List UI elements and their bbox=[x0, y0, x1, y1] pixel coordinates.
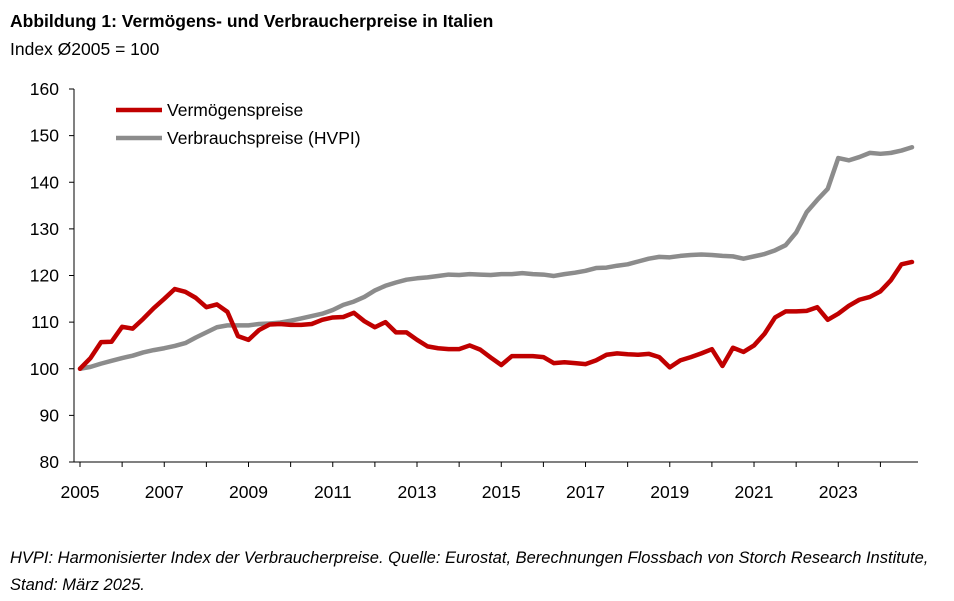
y-tick-label: 80 bbox=[40, 452, 60, 472]
y-tick-label: 100 bbox=[30, 359, 59, 379]
x-tick-label: 2009 bbox=[229, 482, 268, 502]
y-tick-label: 120 bbox=[30, 266, 59, 286]
x-tick-label: 2007 bbox=[145, 482, 184, 502]
source-note: HVPI: Harmonisierter Index der Verbrauch… bbox=[10, 549, 929, 594]
y-tick-label: 90 bbox=[40, 405, 60, 425]
y-tick-label: 130 bbox=[30, 219, 59, 239]
legend-label-vermoegenspreise: Vermögenspreise bbox=[167, 100, 303, 120]
y-axis-ticks: 80 90 100 110 120 130 140 150 160 bbox=[30, 79, 74, 472]
x-tick-label: 2011 bbox=[314, 482, 352, 502]
series-line-vermoegenspreise bbox=[77, 259, 915, 371]
x-tick-label: 2015 bbox=[482, 482, 521, 502]
y-tick-label: 110 bbox=[31, 312, 59, 332]
y-tick-label: 160 bbox=[30, 79, 59, 99]
x-axis-ticks: 2005 2007 2009 2011 2013 2015 2017 2019 2021 2023 bbox=[61, 462, 881, 502]
series-line-verbrauchspreise bbox=[77, 145, 915, 371]
x-tick-label: 2021 bbox=[735, 482, 774, 502]
y-tick-label: 150 bbox=[30, 126, 59, 146]
x-tick-label: 2013 bbox=[398, 482, 437, 502]
x-tick-label: 2019 bbox=[650, 482, 689, 502]
legend-label-verbrauchspreise: Verbrauchspreise (HVPI) bbox=[167, 128, 361, 148]
legend: Vermögenspreise Verbrauchspreise (HVPI) bbox=[116, 100, 361, 148]
x-tick-label: 2017 bbox=[566, 482, 605, 502]
chart-title: Abbildung 1: Vermögens- und Verbraucherp… bbox=[10, 11, 494, 31]
y-tick-label: 140 bbox=[30, 172, 59, 192]
series-layer bbox=[77, 145, 915, 371]
chart-subtitle: Index Ø2005 = 100 bbox=[10, 39, 160, 59]
x-tick-label: 2005 bbox=[61, 482, 100, 502]
x-tick-label: 2023 bbox=[819, 482, 858, 502]
